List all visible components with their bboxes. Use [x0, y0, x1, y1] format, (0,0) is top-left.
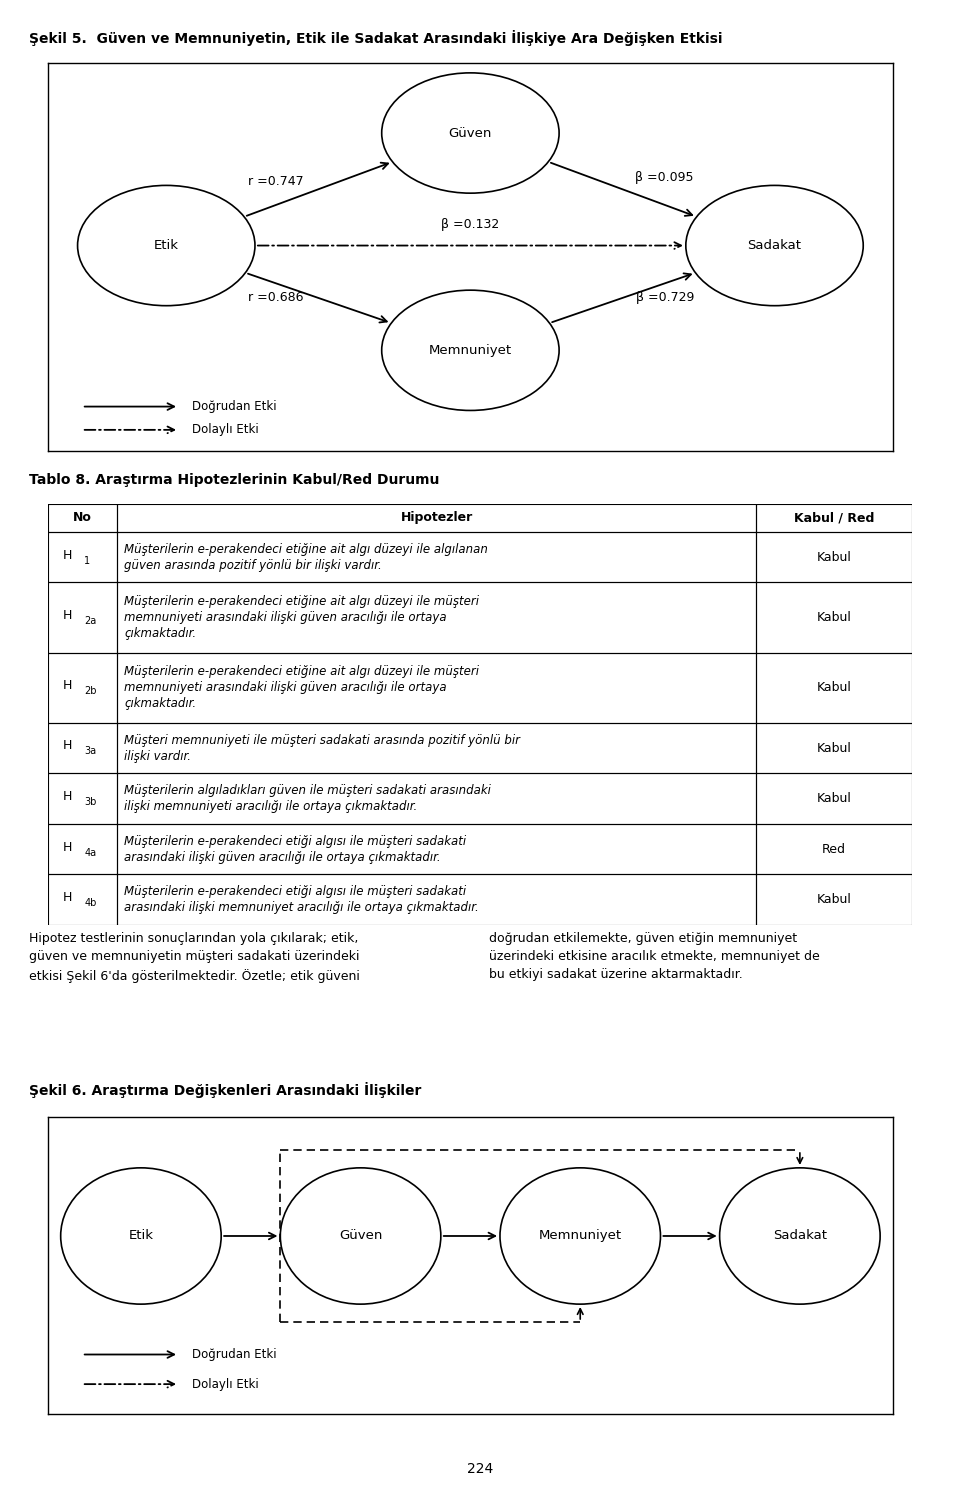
Text: Etik: Etik [154, 239, 179, 253]
Text: Tablo 8. Araştırma Hipotezlerinin Kabul/Red Durumu: Tablo 8. Araştırma Hipotezlerinin Kabul/… [29, 472, 439, 487]
Text: 224: 224 [467, 1462, 493, 1477]
Text: 3b: 3b [84, 797, 97, 808]
Text: H: H [62, 609, 72, 623]
Text: Sadakat: Sadakat [773, 1229, 827, 1242]
Text: Kabul: Kabul [817, 741, 852, 755]
Text: Müşterilerin e-perakendeci etiğine ait algı düzeyi ile müşteri
memnuniyeti arası: Müşterilerin e-perakendeci etiğine ait a… [124, 665, 479, 710]
Ellipse shape [382, 290, 559, 411]
Text: Müşterilerin e-perakendeci etiğine ait algı düzeyi ile algılanan
güven arasında : Müşterilerin e-perakendeci etiğine ait a… [124, 543, 488, 572]
Text: H: H [62, 841, 72, 854]
Text: H: H [62, 680, 72, 692]
Text: No: No [73, 511, 92, 525]
Text: 3a: 3a [84, 746, 96, 757]
Text: Hipotez testlerinin sonuçlarından yola çıkılarak; etik,
güven ve memnuniyetin mü: Hipotez testlerinin sonuçlarından yola ç… [29, 932, 360, 984]
Text: Müşterilerin e-perakendeci etiği algısı ile müşteri sadakati
arasındaki ilişki g: Müşterilerin e-perakendeci etiği algısı … [124, 835, 467, 863]
Text: Memnuniyet: Memnuniyet [539, 1229, 622, 1242]
Text: 4a: 4a [84, 848, 96, 857]
Text: 4b: 4b [84, 898, 97, 908]
Ellipse shape [280, 1167, 441, 1304]
Text: H: H [62, 740, 72, 752]
Text: Dolaylı Etki: Dolaylı Etki [192, 1378, 258, 1391]
Text: Kabul: Kabul [817, 893, 852, 907]
Text: Müşterilerin e-perakendeci etiği algısı ile müşteri sadakati
arasındaki ilişki m: Müşterilerin e-perakendeci etiği algısı … [124, 886, 479, 914]
Ellipse shape [685, 185, 863, 305]
Text: Şekil 5.  Güven ve Memnuniyetin, Etik ile Sadakat Arasındaki İlişkiye Ara Değişk: Şekil 5. Güven ve Memnuniyetin, Etik ile… [29, 30, 722, 45]
Text: Doğrudan Etki: Doğrudan Etki [192, 400, 276, 414]
Ellipse shape [60, 1167, 221, 1304]
Text: Güven: Güven [339, 1229, 382, 1242]
Text: Kabul: Kabul [817, 550, 852, 564]
Text: Güven: Güven [448, 126, 492, 140]
Text: Sadakat: Sadakat [748, 239, 802, 253]
Text: doğrudan etkilemekte, güven etiğin memnuniyet
üzerindeki etkisine aracılık etmek: doğrudan etkilemekte, güven etiğin memnu… [489, 932, 820, 982]
Ellipse shape [78, 185, 255, 305]
Text: r =0.686: r =0.686 [249, 292, 304, 304]
Text: Kabul / Red: Kabul / Red [794, 511, 875, 525]
Text: Şekil 6. Araştırma Değişkenleri Arasındaki İlişkiler: Şekil 6. Araştırma Değişkenleri Arasında… [29, 1083, 421, 1098]
Text: β =0.095: β =0.095 [636, 171, 694, 183]
Text: 2b: 2b [84, 686, 97, 696]
Ellipse shape [382, 72, 559, 193]
Ellipse shape [500, 1167, 660, 1304]
Text: Memnuniyet: Memnuniyet [429, 344, 512, 356]
Text: Red: Red [822, 842, 847, 856]
Text: Kabul: Kabul [817, 793, 852, 805]
Text: Müşteri memnuniyeti ile müşteri sadakati arasında pozitif yönlü bir
ilişki vardı: Müşteri memnuniyeti ile müşteri sadakati… [124, 734, 520, 763]
Text: Dolaylı Etki: Dolaylı Etki [192, 423, 258, 436]
Text: Kabul: Kabul [817, 681, 852, 695]
Text: H: H [62, 549, 72, 561]
Text: Müşterilerin e-perakendeci etiğine ait algı düzeyi ile müşteri
memnuniyeti arası: Müşterilerin e-perakendeci etiğine ait a… [124, 596, 479, 641]
Ellipse shape [720, 1167, 880, 1304]
Text: Etik: Etik [129, 1229, 154, 1242]
Text: Hipotezler: Hipotezler [400, 511, 473, 525]
Text: Doğrudan Etki: Doğrudan Etki [192, 1348, 276, 1361]
Text: β =0.132: β =0.132 [442, 218, 499, 230]
Text: H: H [62, 890, 72, 904]
Text: r =0.747: r =0.747 [249, 174, 304, 188]
Text: H: H [62, 790, 72, 803]
Text: Kabul: Kabul [817, 611, 852, 624]
Text: Müşterilerin algıladıkları güven ile müşteri sadakati arasındaki
ilişki memnuniy: Müşterilerin algıladıkları güven ile müş… [124, 784, 491, 814]
Text: 2a: 2a [84, 617, 97, 626]
Text: β =0.729: β =0.729 [636, 292, 694, 304]
Text: 1: 1 [84, 555, 90, 566]
